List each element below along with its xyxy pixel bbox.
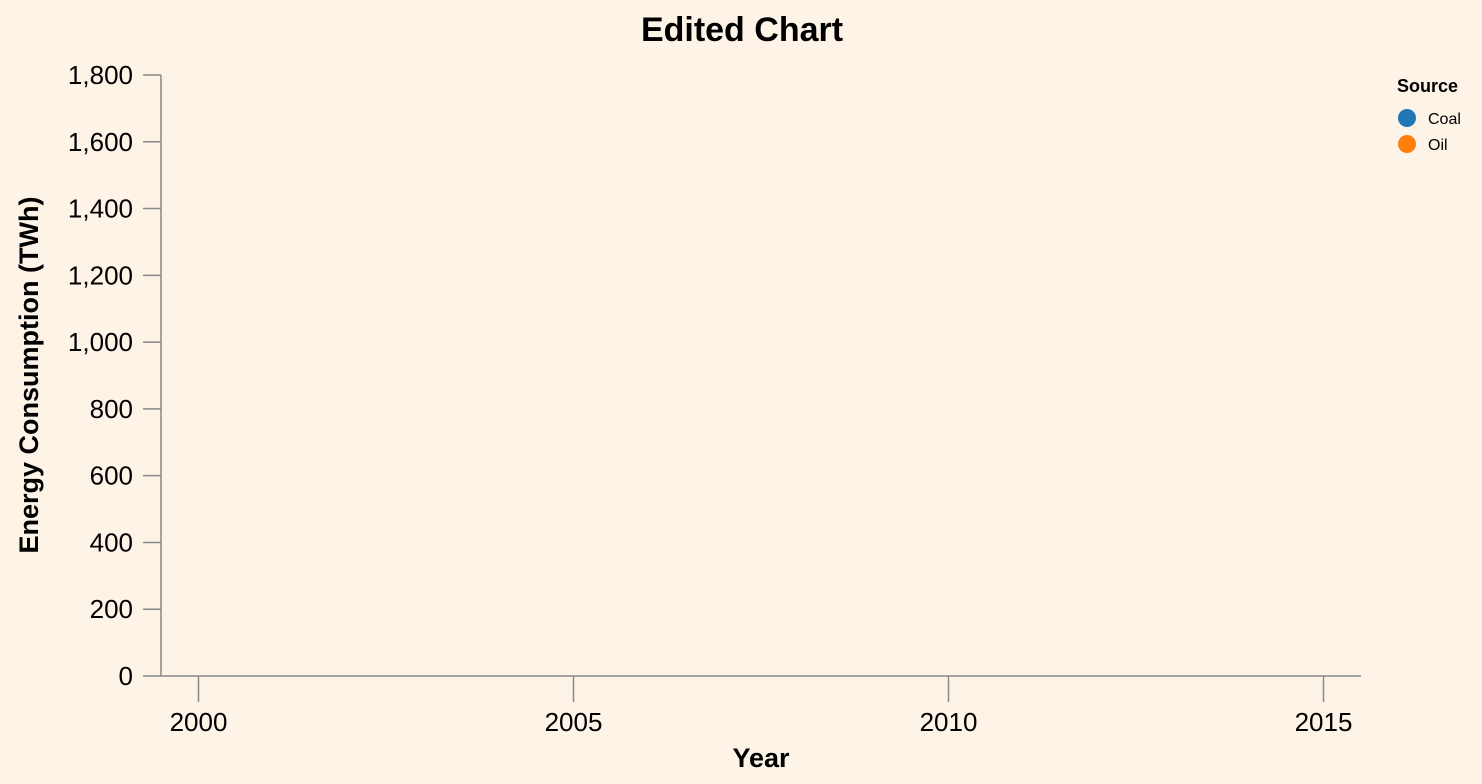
y-tick-label: 1,400 bbox=[68, 194, 133, 224]
legend-item-coal[interactable]: Coal bbox=[1398, 109, 1461, 128]
x-tick-label: 2000 bbox=[170, 707, 228, 737]
y-tick-label: 200 bbox=[90, 594, 133, 624]
y-tick-label: 1,600 bbox=[68, 127, 133, 157]
x-axis-title: Year bbox=[732, 743, 790, 773]
x-tick-label: 2015 bbox=[1295, 707, 1353, 737]
x-tick-label: 2010 bbox=[920, 707, 978, 737]
x-axis: 2000 2005 2010 2015 bbox=[161, 675, 1361, 737]
legend-title: Source bbox=[1397, 76, 1458, 96]
legend-swatch bbox=[1398, 109, 1416, 127]
y-tick-label: 1,000 bbox=[68, 327, 133, 357]
legend-item-oil[interactable]: Oil bbox=[1398, 135, 1448, 154]
y-tick-label: 1,200 bbox=[68, 260, 133, 290]
legend: Source Coal Oil bbox=[1397, 76, 1461, 154]
y-tick-label: 800 bbox=[90, 394, 133, 424]
legend-label: Oil bbox=[1428, 137, 1448, 154]
y-tick-label: 600 bbox=[90, 461, 133, 491]
y-tick-label: 1,800 bbox=[68, 60, 133, 90]
y-tick-label: 0 bbox=[119, 661, 133, 691]
y-axis-title: Energy Consumption (TWh) bbox=[14, 197, 44, 554]
legend-swatch bbox=[1398, 135, 1416, 153]
y-axis: 0 200 400 600 800 1,000 1,200 1,400 1,600 1,800 bbox=[68, 60, 162, 691]
y-tick-label: 400 bbox=[90, 527, 133, 557]
x-tick-label: 2005 bbox=[545, 707, 603, 737]
chart-title: Edited Chart bbox=[641, 11, 843, 49]
legend-label: Coal bbox=[1428, 111, 1461, 128]
